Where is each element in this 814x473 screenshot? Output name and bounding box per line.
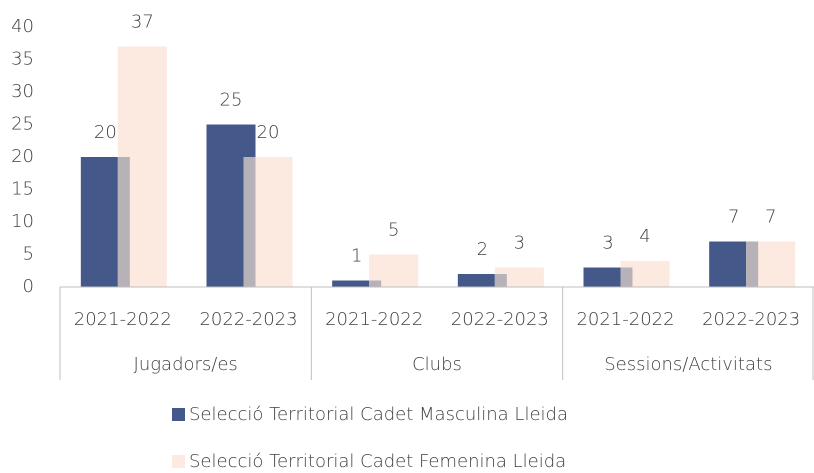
legend-swatch	[172, 408, 185, 421]
y-tick-label: 40	[11, 16, 34, 37]
y-tick-label: 20	[11, 146, 34, 167]
x-tick-label: 2021-2022	[325, 309, 423, 330]
bar	[457, 274, 507, 287]
data-label: 1	[351, 246, 362, 267]
y-tick-label: 30	[11, 81, 34, 102]
data-label: 3	[514, 233, 525, 254]
bar-overlap	[746, 241, 759, 287]
bar	[494, 267, 544, 287]
group-label: Sessions/Activitats	[604, 354, 772, 375]
group-label: Clubs	[412, 354, 462, 375]
x-tick-label: 2022-2023	[451, 309, 549, 330]
bar-overlap	[369, 280, 382, 287]
data-label: 3	[602, 233, 613, 254]
x-tick-label: 2022-2023	[199, 309, 297, 330]
legend-label: Selecció Territorial Cadet Femenina Llei…	[189, 451, 566, 469]
bar-overlap	[620, 267, 633, 287]
x-tick-label: 2021-2022	[74, 309, 172, 330]
y-tick-label: 5	[23, 244, 34, 265]
data-label: 25	[220, 90, 243, 111]
data-label: 5	[388, 220, 399, 241]
legend-label: Selecció Territorial Cadet Masculina Lle…	[189, 404, 568, 425]
y-tick-label: 25	[11, 114, 34, 135]
y-tick-label: 10	[11, 211, 34, 232]
data-label: 7	[728, 207, 739, 228]
x-tick-label: 2021-2022	[576, 309, 674, 330]
bar-overlap	[494, 274, 507, 287]
group-label: Jugadors/es	[134, 354, 238, 375]
data-label: 2	[477, 239, 488, 260]
bar	[332, 280, 382, 287]
data-label: 7	[765, 207, 776, 228]
data-label: 4	[639, 226, 650, 247]
data-label: 20	[94, 122, 117, 143]
y-tick-label: 35	[11, 49, 34, 70]
bar-overlap	[117, 157, 130, 287]
data-label: 20	[257, 122, 280, 143]
legend-swatch	[172, 455, 185, 468]
y-tick-label: 15	[11, 179, 34, 200]
bar-overlap	[243, 157, 256, 287]
bar	[583, 267, 633, 287]
data-label: 37	[131, 12, 154, 33]
y-tick-label: 0	[23, 276, 34, 297]
x-tick-label: 2022-2023	[702, 309, 800, 330]
